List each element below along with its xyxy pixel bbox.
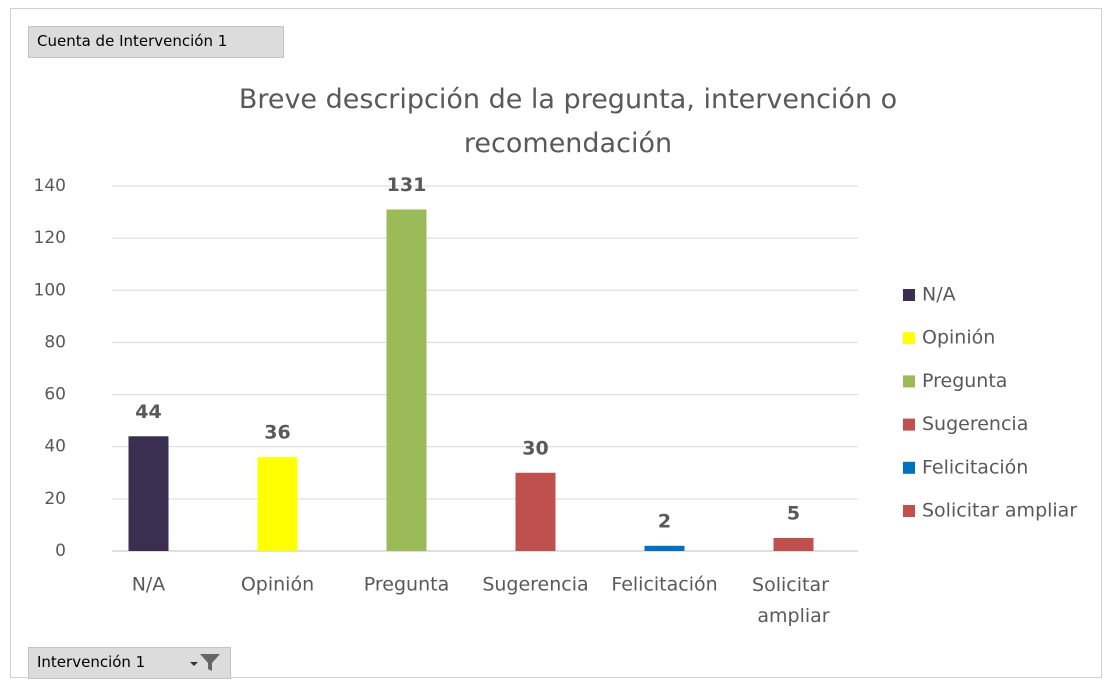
legend-label: Solicitar ampliar <box>922 500 1077 522</box>
x-tick-label: Pregunta <box>364 574 449 596</box>
bar <box>257 457 298 551</box>
legend-label: N/A <box>922 284 956 306</box>
data-label: 36 <box>264 422 290 444</box>
legend-swatch <box>903 418 915 431</box>
y-tick-label: 140 <box>34 176 66 196</box>
x-tick-label: Sugerencia <box>482 574 588 596</box>
chart-frame <box>10 8 1102 678</box>
data-label: 5 <box>787 502 800 524</box>
x-tick-label: Felicitación <box>611 574 717 596</box>
data-label: 44 <box>135 401 161 423</box>
legend-label: Opinión <box>922 327 995 349</box>
bar <box>644 545 685 551</box>
legend-label: Sugerencia <box>922 413 1028 435</box>
y-tick-label: 80 <box>44 332 66 352</box>
x-tick-label: Solicitar ampliar <box>752 574 835 627</box>
legend-label: Pregunta <box>922 370 1007 392</box>
y-tick-label: 40 <box>44 437 66 457</box>
legend-swatch <box>903 289 915 301</box>
axis-field-label: Intervención 1 <box>37 653 146 671</box>
chart-title: Breve descripción de la pregunta, interv… <box>238 84 898 159</box>
legend-label: Felicitación <box>922 456 1028 478</box>
axis-field-button[interactable]: Intervención 1 <box>28 647 231 679</box>
value-field-button[interactable]: Cuenta de Intervención 1 <box>28 26 284 58</box>
y-tick-label: 0 <box>55 541 66 561</box>
y-tick-label: 60 <box>44 385 66 405</box>
bar <box>386 209 427 551</box>
x-tick-label: N/A <box>132 574 166 596</box>
x-tick-label: Opinión <box>241 574 314 596</box>
legend-swatch <box>903 505 915 517</box>
bar <box>128 436 169 551</box>
filter-svg <box>190 654 220 671</box>
legend-swatch <box>903 332 915 345</box>
bar <box>773 537 814 551</box>
data-label: 2 <box>658 510 671 532</box>
y-tick-label: 20 <box>44 489 66 509</box>
bar <box>515 472 556 551</box>
legend-swatch <box>903 375 915 388</box>
legend-swatch <box>903 461 915 474</box>
data-label: 30 <box>522 437 548 459</box>
y-tick-label: 100 <box>34 280 66 300</box>
filter-icon[interactable] <box>188 652 222 676</box>
y-tick-label: 120 <box>34 228 66 248</box>
data-label: 131 <box>387 174 427 196</box>
